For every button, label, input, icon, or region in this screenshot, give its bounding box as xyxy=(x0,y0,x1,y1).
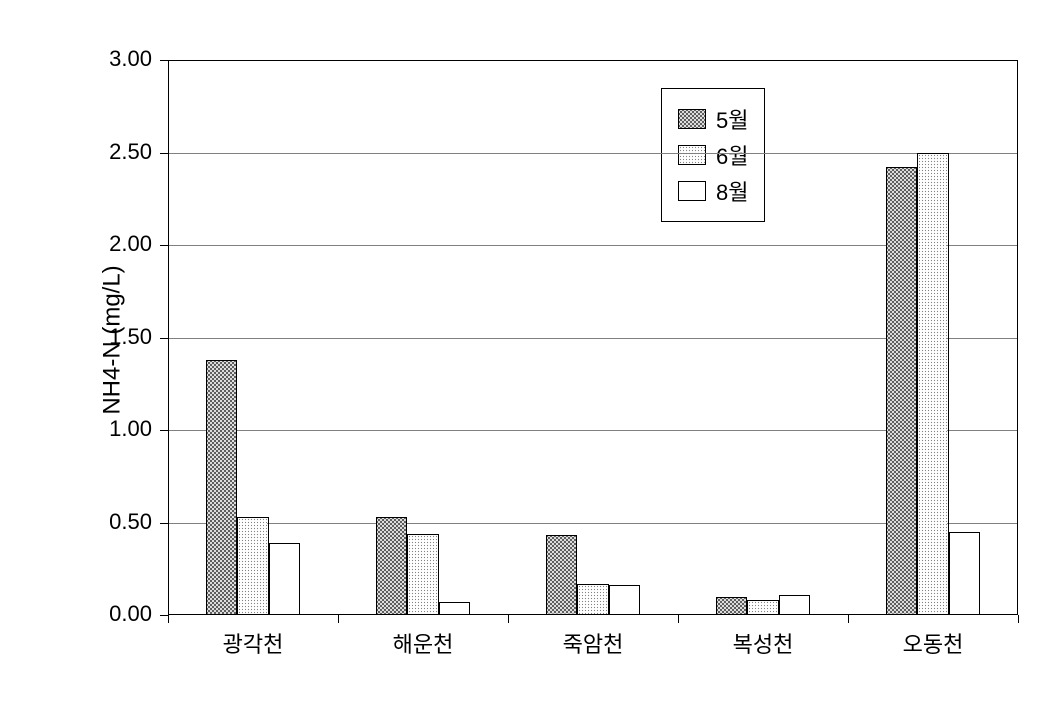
x-tick-label: 광각천 xyxy=(168,627,338,659)
bar xyxy=(917,153,948,616)
legend: 5월 6월 8월 xyxy=(661,88,765,222)
x-tick xyxy=(168,615,169,623)
bar xyxy=(269,543,300,615)
grid-line xyxy=(169,153,1017,154)
legend-swatch xyxy=(678,109,706,129)
y-tick-label: 1.50 xyxy=(90,324,152,350)
bar xyxy=(949,532,980,615)
bar xyxy=(886,167,917,615)
y-tick xyxy=(160,523,168,524)
bar xyxy=(439,602,470,615)
legend-swatch xyxy=(678,145,706,165)
bar xyxy=(779,595,810,615)
y-tick xyxy=(160,60,168,61)
y-tick-label: 0.50 xyxy=(90,509,152,535)
bar xyxy=(376,517,407,615)
legend-label: 5월 xyxy=(716,103,748,135)
legend-row: 8월 xyxy=(678,175,748,207)
y-tick-label: 2.00 xyxy=(90,231,152,257)
y-tick xyxy=(160,153,168,154)
legend-row: 5월 xyxy=(678,103,748,135)
bar xyxy=(747,600,778,615)
x-tick-label: 해운천 xyxy=(338,627,508,659)
x-tick-label: 죽암천 xyxy=(508,627,678,659)
bar xyxy=(577,584,608,615)
y-tick xyxy=(160,430,168,431)
x-tick xyxy=(678,615,679,623)
legend-swatch xyxy=(678,181,706,201)
y-tick-label: 3.00 xyxy=(90,46,152,72)
bar xyxy=(237,517,268,615)
bar xyxy=(407,534,438,615)
y-tick-label: 1.00 xyxy=(90,416,152,442)
x-tick-label: 복성천 xyxy=(678,627,848,659)
x-tick xyxy=(508,615,509,623)
x-tick-label: 오동천 xyxy=(848,627,1018,659)
x-tick xyxy=(848,615,849,623)
bar xyxy=(716,597,747,616)
x-tick xyxy=(338,615,339,623)
bar xyxy=(609,585,640,615)
legend-label: 8월 xyxy=(716,175,748,207)
bar xyxy=(206,360,237,615)
y-tick-label: 2.50 xyxy=(90,139,152,165)
legend-label: 6월 xyxy=(716,139,748,171)
x-tick xyxy=(1018,615,1019,623)
legend-row: 6월 xyxy=(678,139,748,171)
y-tick xyxy=(160,338,168,339)
bar xyxy=(546,535,577,615)
chart-container: NH4-N (mg/L) 5월6월8월 0.000.501.001.502.00… xyxy=(20,20,1037,695)
y-tick-label: 0.00 xyxy=(90,601,152,627)
y-tick xyxy=(160,245,168,246)
y-tick xyxy=(160,615,168,616)
